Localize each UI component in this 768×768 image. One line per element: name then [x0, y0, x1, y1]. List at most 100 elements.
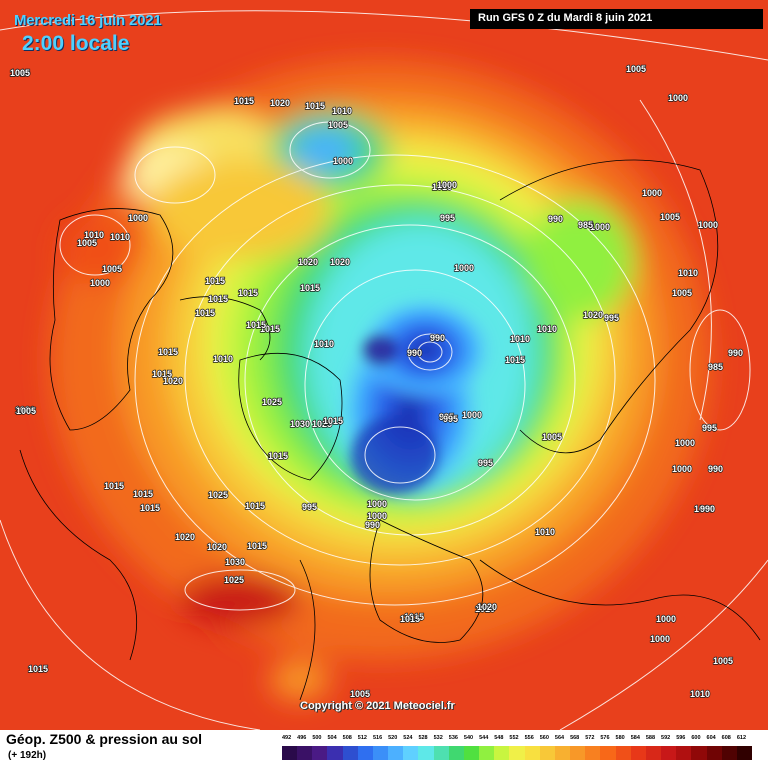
- geopotential-map: 1010 1025 1020 1015 1010 1005 1005 1005 1000 1010…: [0, 0, 768, 730]
- pressure-label: 1005: [102, 264, 122, 274]
- scale-swatch: [570, 746, 586, 760]
- pressure-label: 1015: [305, 101, 325, 111]
- pressure-label: 995: [604, 313, 619, 323]
- scale-label: 516: [372, 735, 383, 741]
- pressure-label: 995: [439, 412, 454, 422]
- scale-swatch: [676, 746, 692, 760]
- scale-label: 604: [706, 735, 716, 741]
- pressure-label: 1000: [590, 222, 610, 232]
- color-scale: 492 496 500 504 508 512 516 520 524 528 532 536 540 5…: [282, 732, 753, 766]
- pressure-label: 1025: [312, 419, 332, 429]
- scale-swatch: [282, 746, 298, 760]
- pressure-label: 1005: [542, 432, 562, 442]
- pressure-label: 1015: [158, 347, 178, 357]
- scale-swatch: [585, 746, 601, 760]
- pressure-label: 1005: [672, 288, 692, 298]
- scale-label: 580: [615, 735, 625, 741]
- scale-swatch: [721, 746, 738, 760]
- scale-label: 540: [463, 735, 474, 741]
- pressure-label: 1015: [104, 481, 124, 491]
- scale-label: 600: [691, 735, 701, 741]
- pressure-label: 1010: [84, 230, 104, 240]
- pressure-label: 1010: [332, 106, 352, 116]
- pressure-label: 1000: [90, 278, 110, 288]
- pressure-label: 1015: [323, 416, 343, 426]
- scale-swatch: [463, 746, 480, 760]
- scale-label: 524: [403, 735, 413, 741]
- pressure-label: 1020: [270, 98, 290, 108]
- scale-swatch: [342, 746, 359, 760]
- pressure-label: 990: [700, 504, 715, 514]
- pressure-label: 1000: [650, 634, 670, 644]
- scale-swatch: [403, 746, 419, 760]
- pressure-label: 1010: [10, 68, 30, 78]
- pressure-labels: 1010 1025 1020 1015 1010 1005 1005 1005 1000 1010…: [9, 63, 743, 699]
- pressure-label: 1020: [583, 310, 603, 320]
- pressure-label: 1010: [690, 689, 710, 699]
- pressure-label: 1020: [15, 405, 35, 415]
- scale-label: 500: [312, 735, 322, 741]
- pressure-label: 1000: [694, 504, 714, 514]
- pressure-label: 1015: [400, 614, 420, 624]
- scale-label: 492: [282, 735, 292, 741]
- scale-label: 512: [357, 735, 367, 741]
- scale-swatch: [661, 746, 677, 760]
- copyright-text: Copyright © 2021 Meteociel.fr: [300, 700, 455, 712]
- pressure-label: 990: [548, 214, 563, 224]
- pressure-label: 1000: [642, 188, 662, 198]
- pressure-label: 1010: [213, 354, 233, 364]
- pressure-label: 1020: [477, 602, 497, 612]
- scale-label: 520: [388, 735, 398, 741]
- scale-label: 532: [433, 735, 443, 741]
- pressure-label: 1030: [290, 419, 310, 429]
- pressure-label: 985: [578, 220, 593, 230]
- scale-swatch: [509, 746, 526, 760]
- pressure-label: 1010: [510, 334, 530, 344]
- run-info: Run GFS 0 Z du Mardi 8 juin 2021: [478, 12, 653, 24]
- scale-label: 544: [479, 735, 489, 741]
- pressure-label: 1010: [314, 339, 334, 349]
- pressure-label: 1000: [672, 464, 692, 474]
- pressure-label: 1015: [195, 308, 215, 318]
- pressure-label: 1000: [656, 614, 676, 624]
- pressure-label: 995: [440, 213, 455, 223]
- pressure-label: 1010: [537, 324, 557, 334]
- scale-label: 592: [661, 735, 671, 741]
- scale-label: 552: [509, 735, 519, 741]
- scale-swatch: [615, 746, 632, 760]
- scale-swatch: [297, 746, 313, 760]
- scale-label: 556: [524, 735, 534, 741]
- pressure-label: 1000: [367, 511, 387, 521]
- scale-swatch: [327, 746, 344, 760]
- pressure-label: 1005: [350, 689, 370, 699]
- forecast-date: Mercredi 16 juin 2021: [14, 12, 162, 29]
- scale-swatch: [357, 746, 374, 760]
- pressure-label: 995: [443, 414, 458, 424]
- pressure-label: 1015: [140, 503, 160, 513]
- pressure-label: 1015: [268, 451, 288, 461]
- pressure-label: 1010: [110, 232, 130, 242]
- scale-label: 528: [418, 735, 428, 741]
- pressure-label: 1015: [133, 489, 153, 499]
- scale-label: 576: [600, 735, 610, 741]
- pressure-label: 1030: [225, 557, 245, 567]
- pressure-label: 1015: [404, 612, 424, 622]
- scale-swatch: [494, 746, 510, 760]
- pressure-label: 1005: [660, 212, 680, 222]
- pressure-label: 1025: [234, 96, 254, 106]
- scale-label: 612: [736, 735, 747, 741]
- pressure-label: 990: [708, 464, 723, 474]
- pressure-label: 1020: [163, 376, 183, 386]
- scale-swatch: [312, 746, 328, 760]
- pressure-label: 1000: [698, 220, 718, 230]
- pressure-label: 1005: [328, 120, 348, 130]
- pressure-label: 995: [302, 502, 317, 512]
- scale-swatch: [554, 746, 571, 760]
- scale-label: 564: [554, 735, 565, 741]
- scale-label: 588: [645, 735, 656, 741]
- pressure-label: 1010: [535, 527, 555, 537]
- pressure-label: 1015: [28, 664, 48, 674]
- scale-swatch: [691, 746, 707, 760]
- scale-label: 584: [630, 735, 640, 741]
